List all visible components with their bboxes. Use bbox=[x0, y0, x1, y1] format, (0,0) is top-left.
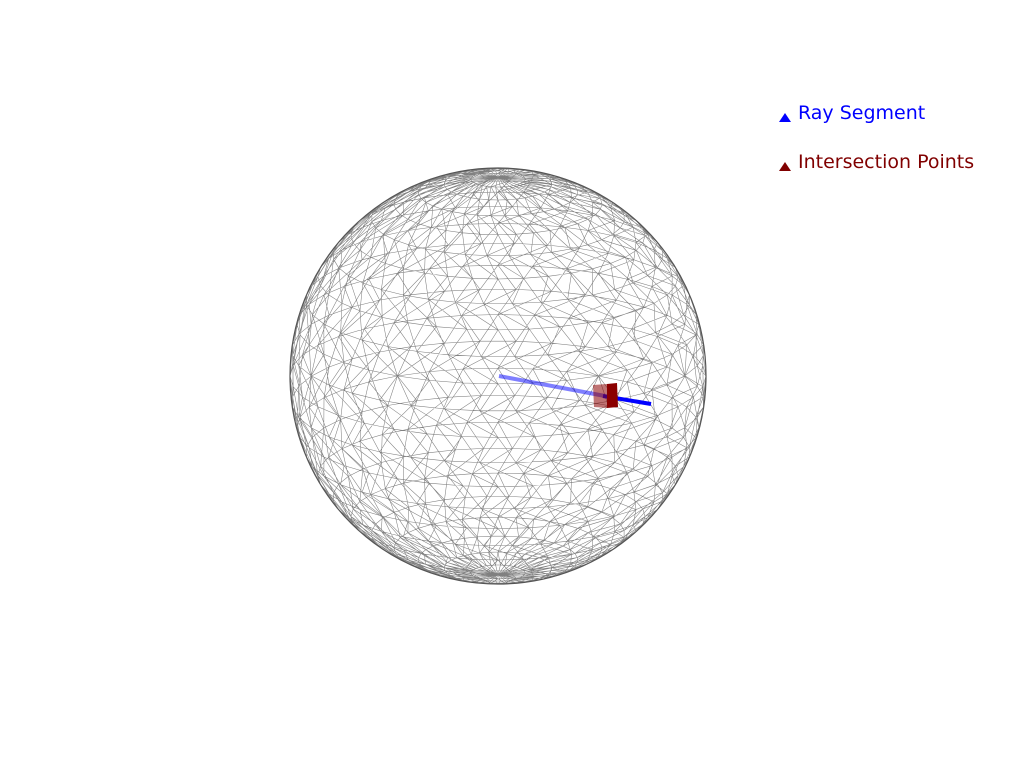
intersection-point-marker bbox=[593, 383, 618, 408]
triangle-icon bbox=[779, 162, 791, 171]
triangle-icon bbox=[779, 113, 791, 122]
legend-label-intersection-points: Intersection Points bbox=[798, 151, 975, 173]
intersection-cube-front bbox=[593, 384, 607, 408]
ray-inside-sphere bbox=[498, 374, 606, 398]
sphere-outline bbox=[289, 167, 707, 585]
intersection-cube-side bbox=[607, 383, 618, 408]
sphere-mesh-lines bbox=[289, 167, 707, 585]
sphere-wireframe bbox=[289, 167, 707, 585]
legend-label-ray-segment: Ray Segment bbox=[798, 102, 926, 124]
